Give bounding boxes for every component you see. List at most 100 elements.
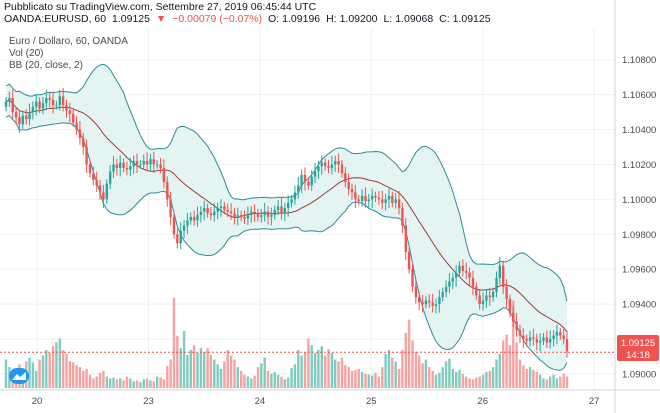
candle-body bbox=[98, 185, 102, 193]
candle bbox=[539, 333, 542, 352]
candle-body bbox=[229, 211, 233, 214]
candle bbox=[266, 206, 270, 225]
candle bbox=[226, 203, 229, 218]
candle bbox=[528, 330, 532, 347]
volume-bar bbox=[324, 355, 327, 388]
candle-body bbox=[428, 300, 431, 303]
candle bbox=[102, 184, 105, 208]
volume-bar bbox=[88, 374, 92, 388]
candle bbox=[72, 109, 75, 127]
candle-body bbox=[209, 213, 213, 216]
volume-bar bbox=[31, 362, 35, 389]
candle-body bbox=[391, 195, 394, 203]
candle bbox=[444, 280, 448, 298]
candle bbox=[411, 262, 414, 293]
candle bbox=[172, 212, 176, 239]
legend-bollinger[interactable]: BB (20, close, 2) bbox=[9, 60, 83, 71]
candle-body bbox=[82, 138, 85, 147]
volume-bar bbox=[243, 374, 246, 388]
volume-bar bbox=[58, 338, 61, 388]
candle-body bbox=[219, 206, 223, 209]
volume-bar bbox=[246, 376, 250, 388]
high-value: 1.09200 bbox=[339, 13, 378, 25]
chart-header: Pubblicato su TradingView.com, Settembre … bbox=[4, 1, 660, 27]
price-tick-label: 1.10800 bbox=[622, 55, 656, 66]
chart-legend: Euro / Dollaro, 60, OANDA Vol (20) BB (2… bbox=[9, 36, 128, 71]
volume-bar bbox=[381, 367, 384, 388]
candle bbox=[219, 198, 223, 217]
volume-bar bbox=[162, 379, 166, 388]
candle-body bbox=[411, 269, 414, 287]
volume-bar bbox=[528, 367, 532, 388]
candle-body bbox=[518, 330, 522, 336]
low-label: L: bbox=[383, 13, 393, 25]
candle-body bbox=[203, 208, 206, 212]
candle-body bbox=[92, 173, 95, 181]
legend-volume[interactable]: Vol (20) bbox=[9, 48, 43, 59]
volume-bar bbox=[41, 355, 45, 388]
volume-bar bbox=[357, 369, 360, 388]
candle-body bbox=[35, 101, 38, 107]
candle bbox=[502, 260, 505, 295]
volume-bar bbox=[535, 371, 538, 389]
candle-body bbox=[189, 216, 192, 221]
volume-bar bbox=[179, 348, 182, 388]
volume-bar bbox=[334, 359, 337, 388]
volume-bar bbox=[394, 361, 397, 388]
candle bbox=[11, 89, 14, 119]
legend-title[interactable]: Euro / Dollaro, 60, OANDA bbox=[9, 36, 128, 47]
candle-body bbox=[528, 337, 532, 341]
tradingview-logo-icon[interactable] bbox=[9, 368, 29, 384]
candle-body bbox=[51, 99, 55, 106]
candle bbox=[515, 313, 518, 337]
close-label: C: bbox=[439, 13, 450, 25]
candle-body bbox=[438, 297, 441, 305]
time-axis[interactable]: 20 23 24 25 26 27 bbox=[32, 396, 600, 407]
volume-bar bbox=[303, 351, 307, 388]
volume-bar bbox=[145, 378, 149, 388]
volume-bar bbox=[219, 369, 223, 388]
candle-body bbox=[522, 335, 525, 340]
candle-body bbox=[481, 300, 485, 305]
price-tick-label: 1.10600 bbox=[622, 90, 656, 101]
candle bbox=[125, 161, 129, 176]
candle bbox=[109, 164, 112, 190]
volume-bar bbox=[135, 380, 139, 388]
candle-body bbox=[347, 181, 350, 189]
volume-bar bbox=[72, 362, 75, 389]
candle-body bbox=[565, 339, 569, 352]
candle bbox=[105, 179, 108, 204]
candle-body bbox=[25, 115, 28, 120]
volume-bar bbox=[213, 359, 216, 388]
volume-bar bbox=[350, 370, 354, 388]
volume-bar bbox=[206, 348, 209, 388]
volume-bar bbox=[109, 378, 112, 388]
candle bbox=[28, 103, 31, 126]
price-axis[interactable]: 1.10800 1.10600 1.10400 1.10200 1.10000 1.098… bbox=[622, 55, 656, 380]
candle bbox=[216, 202, 219, 220]
candle-body bbox=[246, 215, 250, 219]
candle-body bbox=[135, 161, 139, 165]
volume-bar bbox=[270, 373, 273, 389]
candle-body bbox=[434, 304, 438, 306]
volume-bar bbox=[471, 379, 475, 388]
candle bbox=[149, 153, 152, 172]
candle-body bbox=[256, 213, 260, 217]
candle bbox=[119, 155, 122, 177]
publisher-line: Pubblicato su TradingView.com, Settembre … bbox=[4, 1, 660, 13]
candle-body bbox=[38, 101, 41, 109]
price-tick-label: 1.10200 bbox=[622, 160, 656, 171]
volume-bar bbox=[387, 350, 391, 388]
candle bbox=[179, 222, 182, 250]
candle bbox=[8, 91, 11, 108]
candle bbox=[95, 171, 98, 192]
last-price-tag-value: 1.09125 bbox=[621, 338, 655, 349]
candle bbox=[518, 324, 522, 344]
volume-bar bbox=[391, 357, 394, 388]
symbol-label[interactable]: OANDA:EURUSD, 60 bbox=[4, 13, 107, 25]
candle bbox=[313, 162, 317, 184]
volume-bar bbox=[505, 334, 508, 388]
candle-body bbox=[85, 147, 88, 165]
candle bbox=[441, 287, 444, 302]
